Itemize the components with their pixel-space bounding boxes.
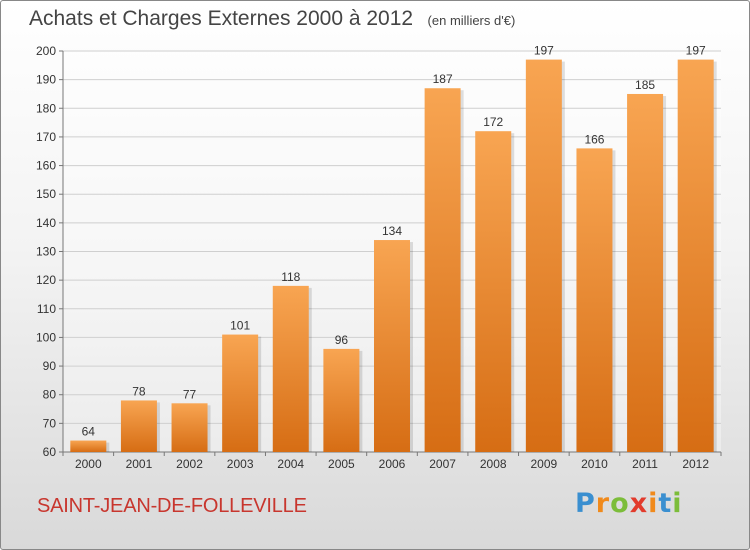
brand-logo: Proxiti [575,488,683,519]
bar-value-label: 187 [433,72,453,86]
y-tick-label: 80 [43,388,57,402]
bar [171,403,208,452]
x-tick-label: 2004 [277,457,304,471]
y-tick-label: 190 [36,73,56,87]
bar-value-label: 78 [132,384,146,398]
brand-letter: o [610,488,630,519]
x-tick-label: 2005 [328,457,355,471]
bar [677,59,714,452]
y-tick-label: 130 [36,245,56,259]
y-tick-label: 200 [36,44,56,58]
bar-value-label: 64 [82,425,96,439]
y-tick-label: 160 [36,159,56,173]
bar-value-label: 166 [584,132,604,146]
x-tick-label: 2010 [581,457,608,471]
brand-letter: i [672,488,683,519]
bar-value-label: 172 [483,115,503,129]
x-tick-label: 2001 [126,457,153,471]
y-tick-label: 90 [43,359,57,373]
x-tick-label: 2003 [227,457,254,471]
brand-letter: t [658,488,673,519]
bar [424,88,461,452]
y-tick-label: 170 [36,130,56,144]
bar [222,334,259,452]
x-tick-label: 2007 [429,457,456,471]
x-tick-label: 2011 [632,457,658,471]
bar-value-label: 101 [230,319,250,333]
place-name: SAINT-JEAN-DE-FOLLEVILLE [37,495,307,517]
bar [576,148,613,452]
brand-letter: i [648,488,659,519]
x-tick-label: 2008 [480,457,507,471]
bar-value-label: 185 [635,78,655,92]
y-tick-label: 60 [43,445,57,459]
bar-value-label: 96 [335,333,349,347]
brand-letter: P [575,488,596,519]
chart-unit: (en milliers d'€) [427,13,516,28]
x-tick-label: 2002 [176,457,203,471]
bar-value-label: 197 [534,44,554,58]
x-tick-label: 2000 [75,457,102,471]
y-tick-label: 180 [36,101,56,115]
x-tick-label: 2012 [682,457,709,471]
bar [70,440,107,452]
brand-letter: r [595,488,611,519]
y-tick-label: 140 [36,216,56,230]
bar [323,348,360,452]
x-tick-label: 2006 [379,457,406,471]
bar [475,131,512,452]
x-tick-label: 2009 [530,457,557,471]
bar [374,240,410,452]
chart-title: Achats et Charges Externes 2000 à 2012 [29,7,414,30]
y-tick-label: 100 [36,330,56,344]
bar [525,59,562,452]
y-tick-label: 70 [43,416,57,430]
bar [120,400,157,452]
bar-value-label: 77 [183,387,197,401]
y-tick-label: 110 [37,302,56,316]
bar [272,285,309,452]
bar [627,93,664,452]
y-tick-label: 150 [36,187,56,201]
bar-value-label: 197 [686,44,706,58]
y-tick-label: 120 [36,273,56,287]
brand-letter: x [629,488,649,519]
bar-value-label: 134 [382,224,402,238]
title-row: Achats et Charges Externes 2000 à 2012 (… [29,7,515,31]
bar-value-label: 118 [281,270,300,284]
